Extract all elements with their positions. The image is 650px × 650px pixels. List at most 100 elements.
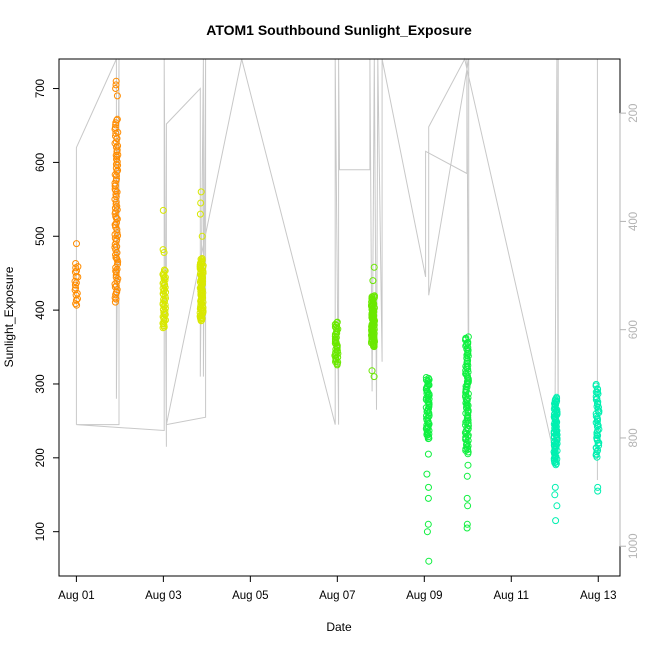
secondary-y-axis: 200 400 600 800 1000 (619, 104, 640, 559)
data-point (424, 450, 432, 458)
data-point (551, 483, 559, 491)
data-point (553, 502, 561, 510)
data-point (159, 270, 167, 278)
data-point (463, 472, 471, 480)
data-point (464, 461, 472, 469)
data-point (594, 487, 602, 495)
cluster-8 (461, 333, 472, 532)
secondary-y-tick-label: 600 (628, 320, 640, 339)
data-point (73, 301, 81, 309)
data-point (160, 266, 168, 274)
data-point (464, 502, 472, 510)
data-point (464, 411, 472, 419)
data-point (464, 442, 472, 450)
secondary-y-tick-label: 200 (628, 104, 640, 123)
cluster-1 (71, 240, 82, 309)
data-point (114, 151, 122, 159)
x-tick-label: Aug 09 (406, 590, 442, 602)
x-tick-label: Aug 03 (145, 590, 181, 602)
data-point (370, 263, 378, 271)
data-point (113, 92, 121, 100)
data-point (111, 298, 119, 306)
data-point (111, 221, 119, 229)
data-point (464, 333, 472, 341)
y-tick-label: 300 (35, 374, 47, 393)
data-point (196, 210, 204, 218)
data-point (463, 383, 471, 391)
x-tick-label: Aug 07 (319, 590, 355, 602)
data-point (333, 318, 341, 326)
data-point (463, 520, 471, 528)
data-point (424, 494, 432, 502)
data-point (160, 314, 168, 322)
data-point (111, 124, 119, 131)
data-point (425, 483, 432, 491)
data-point (73, 240, 80, 248)
cluster-3 (159, 206, 170, 332)
data-point (112, 77, 120, 85)
data-point (113, 172, 120, 180)
data-point (160, 287, 168, 295)
data-point (552, 517, 560, 525)
data-point (422, 374, 430, 381)
data-point (113, 265, 121, 273)
gray-connector-line (75, 57, 598, 480)
cluster-2 (111, 77, 122, 306)
data-point (72, 260, 80, 267)
data-point (425, 557, 433, 565)
y-tick-label: 700 (35, 79, 47, 98)
data-point (112, 267, 120, 275)
y-tick-label: 200 (35, 448, 47, 467)
data-point (112, 254, 120, 261)
y-tick-label: 500 (35, 227, 47, 246)
cluster-7 (422, 374, 433, 565)
y-tick-label: 400 (35, 301, 47, 320)
data-point (112, 282, 120, 290)
data-point (463, 378, 471, 386)
data-point (112, 132, 119, 140)
data-point (113, 116, 121, 124)
cluster-5 (331, 318, 342, 369)
data-point (553, 393, 561, 401)
data-point (592, 380, 600, 388)
data-point (112, 251, 119, 259)
data-point (370, 373, 378, 381)
secondary-y-tick-label: 400 (628, 212, 640, 231)
data-point (72, 284, 80, 292)
chart-title: ATOM1 Southbound Sunlight_Exposure (206, 22, 472, 38)
data-point (74, 295, 81, 303)
data-point (112, 213, 120, 220)
cluster-4 (196, 188, 207, 325)
data-point (159, 206, 167, 214)
connecting-lines (75, 57, 598, 480)
cluster-9 (550, 393, 561, 525)
data-point (72, 296, 80, 304)
data-point (369, 277, 377, 285)
data-point (595, 407, 603, 415)
data-point (371, 292, 378, 300)
data-point (594, 483, 602, 491)
data-point (114, 275, 122, 283)
y-axis: 100 200 300 400 500 600 700 (35, 79, 60, 541)
data-point (197, 188, 205, 196)
data-point (161, 267, 169, 275)
data-point (73, 267, 80, 275)
x-axis: Aug 01 Aug 03 Aug 05 Aug 07 Aug 09 Aug 11 Aug … (58, 575, 616, 602)
data-point (197, 255, 205, 263)
cluster-6 (368, 263, 378, 381)
data-point (71, 268, 79, 276)
secondary-y-tick-label: 1000 (628, 533, 640, 559)
data-point (332, 321, 340, 329)
data-point (111, 182, 119, 190)
x-axis-label: Date (326, 620, 352, 634)
data-point (113, 146, 121, 154)
data-point (197, 199, 205, 207)
data-point (333, 347, 341, 354)
data-point (198, 255, 206, 262)
data-point (423, 528, 431, 536)
data-point (159, 246, 167, 254)
data-point (112, 85, 120, 92)
data-point (463, 494, 471, 502)
x-tick-label: Aug 13 (580, 590, 616, 602)
